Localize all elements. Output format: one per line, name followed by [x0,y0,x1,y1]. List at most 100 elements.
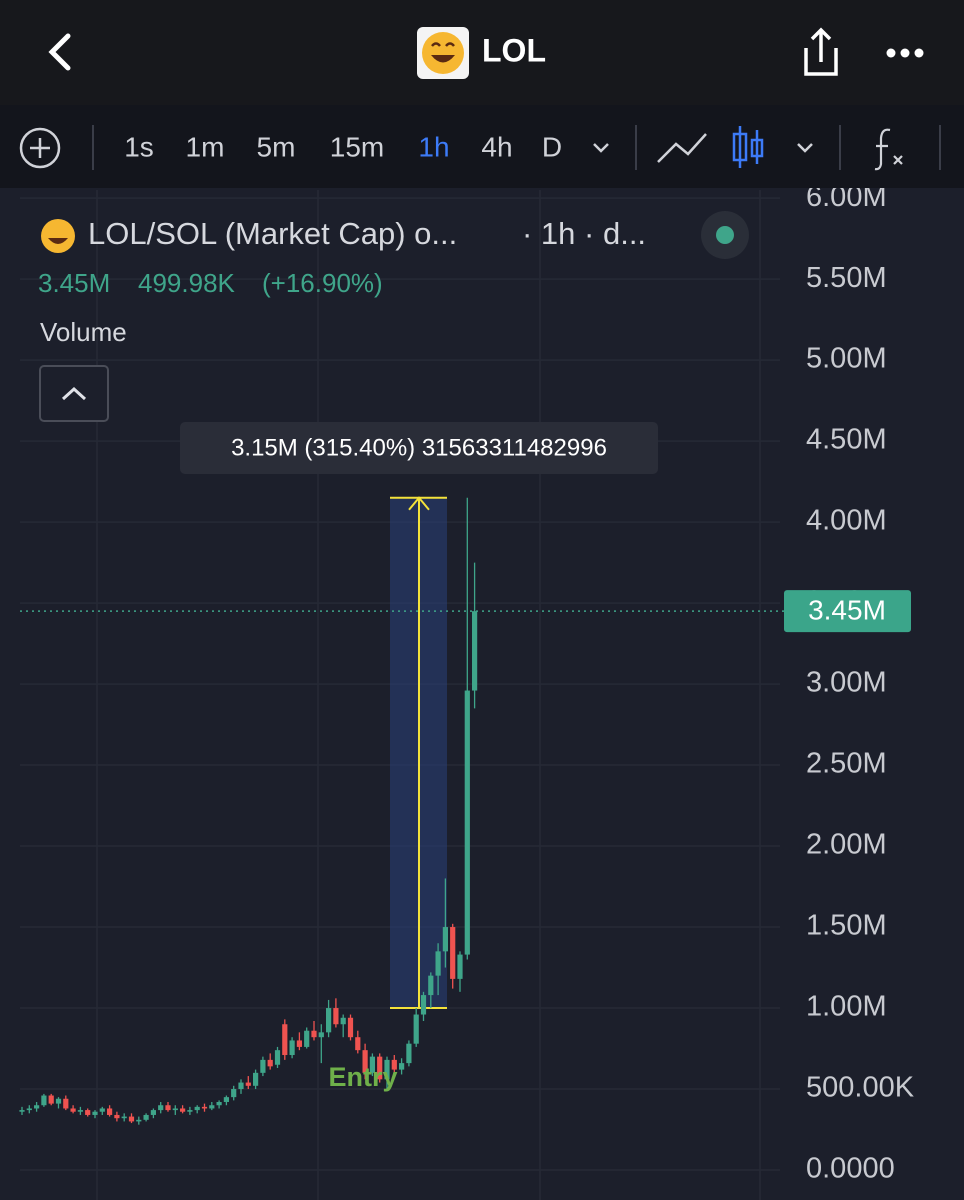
price-tag-bg [784,590,911,633]
interval-button[interactable]: 15m [330,131,384,162]
legend-price: 3.45M [38,268,110,298]
candle-body [77,1110,83,1112]
candle-body [238,1082,244,1090]
y-tick-label: 4.50M [806,424,887,456]
candle-body [282,1024,288,1056]
legend-symbol: LOL/SOL (Market Cap) o... [88,216,457,251]
candle-body [121,1116,127,1119]
candle-body [107,1108,113,1115]
interval-button[interactable]: 4h [481,131,512,162]
collapse-icon [61,386,87,401]
status-dot [716,226,734,244]
candle-body [274,1050,281,1065]
candle-body [150,1110,156,1115]
y-tick-label: 1.50M [806,910,887,942]
candle-body [223,1097,229,1102]
candle-body [442,927,448,952]
candle-body [63,1098,69,1109]
interval-dropdown[interactable] [593,143,609,153]
y-tick-label: 2.00M [806,829,887,861]
candle-body [209,1105,215,1109]
candle-body [391,1059,397,1070]
y-tick-label: 5.00M [806,343,887,375]
candle-body [457,954,463,979]
candle-body [333,1008,339,1025]
candle-body [435,951,441,976]
y-tick-label: 0.0000 [806,1153,895,1185]
y-tick-label: 2.50M [806,748,887,780]
candle-body [472,611,478,691]
candle-body [289,1040,295,1056]
candle-body [41,1095,47,1106]
candle-body [384,1059,390,1080]
candle-body [355,1037,361,1051]
legend-change: 499.98K [138,268,236,298]
interval-button[interactable]: 5m [257,131,296,162]
interval-button[interactable]: 1m [186,131,225,162]
more-button[interactable] [886,48,924,58]
candle-body [201,1106,208,1109]
toolbar [0,105,964,188]
candle-body [260,1059,266,1073]
collapse-button[interactable] [39,365,109,422]
candle-body [464,690,470,955]
candle-body [143,1114,149,1120]
y-tick-label: 5.50M [806,262,887,294]
emoji-eyes [431,42,455,47]
candle-body [114,1114,120,1119]
measure-tooltip: 3.15M (315.40%) 31563311482996 [231,434,607,461]
candle-body [19,1110,25,1112]
indicators-button[interactable] [874,128,903,171]
candle-body [70,1108,76,1112]
intervals: 1s 1m 5m 15m 1h 4h D [124,131,562,162]
candle-body [26,1108,32,1111]
candle-body [55,1098,62,1104]
share-button[interactable] [804,27,838,76]
y-tick-label: 4.00M [806,505,887,537]
candle-body [158,1105,164,1111]
price-tag: 3.45M [808,595,886,626]
y-tick-label: 1.00M [806,991,887,1023]
annotation: Entry [328,1062,397,1092]
candle-body [245,1082,251,1086]
candle-body [253,1072,259,1086]
emoji [422,32,464,74]
legend-emoji [41,219,75,253]
interval-button[interactable]: 1s [124,131,154,162]
candle-body [136,1119,142,1122]
candle-body [99,1108,105,1112]
candle-body [377,1056,383,1080]
candle-chart-button[interactable] [732,126,764,168]
candle-body [369,1056,375,1073]
measure-arrowhead [408,496,430,511]
back-button[interactable] [48,33,71,71]
candle-body [194,1106,200,1111]
candle-body [406,1043,412,1064]
line-chart-button[interactable] [657,133,707,163]
candle-body [428,975,434,996]
y-tick-label: 500.00K [806,1072,915,1104]
candle-body [399,1063,405,1070]
legend-volume: Volume [40,317,127,347]
candle-body [318,1032,324,1038]
legend-emoji-mouth [48,238,68,244]
interval-button[interactable]: D [542,131,562,162]
candle-body [311,1030,317,1038]
legend-interval: · 1h · d... [522,216,646,251]
interval-button[interactable]: 1h [418,131,449,162]
chart-type-dropdown[interactable] [797,143,813,153]
add-button[interactable] [19,127,61,169]
candle-body [48,1095,54,1104]
candle-body [347,1017,354,1038]
candle-body [231,1089,237,1098]
plot: 0.0000 500.00K 1.00M 1.50M 2.00M 2.50M 3.00M 3.… [19,181,915,1200]
candle-body [413,1014,419,1044]
measure-tooltip-bg [180,422,658,474]
candle-body [450,927,456,979]
candle-body [165,1105,171,1111]
candle-body [340,1017,346,1025]
candle-body [85,1110,91,1115]
candle-body [326,1008,332,1033]
